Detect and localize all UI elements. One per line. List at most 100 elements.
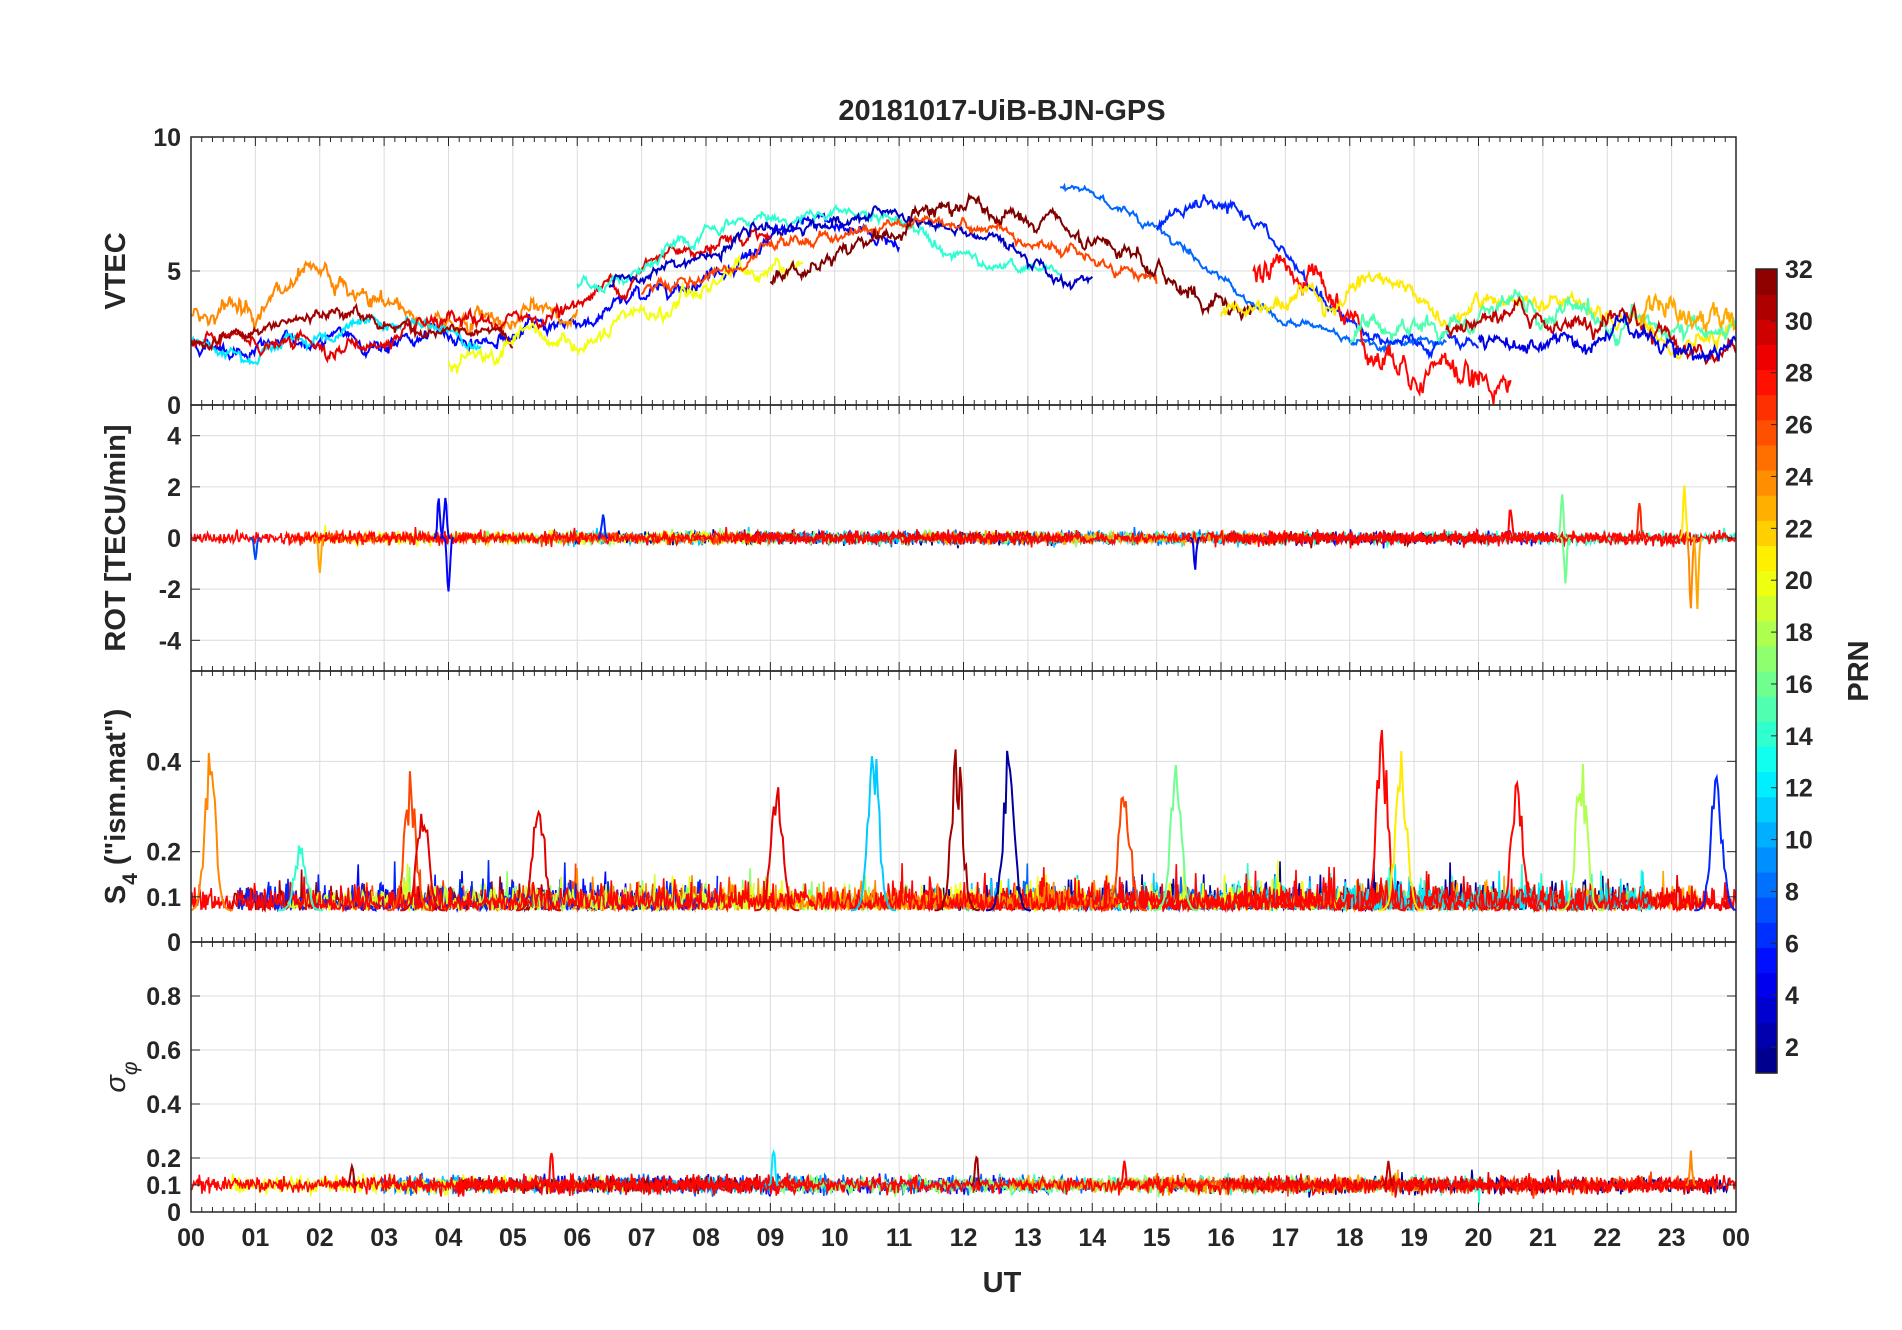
series-line-prn-4 [1477,311,1736,363]
series-line-prn-26 [284,528,800,548]
x-tick-label: 01 [241,1224,269,1252]
series-line-prn-26 [640,214,1158,296]
colorbar-tick-label: 8 [1785,878,1799,906]
colorbar-swatch [1756,997,1777,1024]
x-ticks-sigma_phi [190,942,1737,1212]
colorbar-swatch [1756,1047,1777,1074]
colorbar-swatch [1756,520,1777,546]
y-tick-label-sigma_phi: 0.6 [146,1037,181,1065]
colorbar-tick-label: 6 [1785,930,1799,958]
series-sigma_phi [191,1149,1736,1205]
colorbar-swatch [1756,897,1777,923]
colorbar-swatch [1756,972,1777,999]
event-prn-26 [387,771,433,912]
y-tick-label-sigma_phi: 0.1 [146,1172,181,1200]
colorbar-swatch [1756,746,1777,773]
y-axis-label-vtec: VTEC [100,232,132,309]
colorbar-swatch [1756,671,1777,697]
y-axis-label-s4: S4 ("ism.mat") [100,709,142,905]
colorbar-tick-label: 30 [1785,308,1813,336]
colorbar-swatch [1756,645,1777,672]
x-tick-label: 04 [435,1224,463,1252]
colorbar-swatch [1756,470,1777,496]
colorbar-tick-label: 22 [1785,515,1813,543]
series-rot [191,485,1736,610]
panel-sigma_phi: 00.10.2 0.4 0.6 0.8 σφ 00 01 02 03 04 05 06 07 08 09 10… [100,941,1750,1252]
y-tick-label-vtec: 5 [167,258,181,286]
series-line-prn-15 [1349,289,1736,348]
series-line-prn-8 [1059,182,1447,354]
colorbar-tick-label: 20 [1785,567,1813,595]
colorbar-tick-label: 28 [1785,360,1813,388]
y-tick-label-s4: 0.4 [146,748,181,776]
event-prn-28 [1494,779,1540,912]
x-tick-label: 03 [370,1224,398,1252]
x-tick-label: 10 [821,1224,849,1252]
event-prn-31 [346,1162,358,1186]
colorbar-swatch [1756,369,1777,396]
event-prn-6 [1694,773,1736,912]
event-prn-2 [986,750,1032,912]
x-axis-label: UT [983,1267,1022,1299]
colorbar-tick-label: 2 [1785,1034,1799,1062]
colorbar-tick-label: 10 [1785,827,1813,855]
series-line-prn-5 [191,211,901,364]
colorbar-tick-label: 4 [1785,982,1799,1010]
event-prn-28 [1119,1160,1130,1186]
x-tick-label: 20 [1465,1224,1493,1252]
y-tick-label-sigma_phi: 0 [167,1199,181,1227]
colorbar-swatch [1756,696,1777,722]
x-tick-label: 12 [950,1224,978,1252]
colorbar-swatch [1756,771,1777,798]
colorbar-swatch [1756,444,1777,471]
y-tick-label-rot: 4 [167,423,181,451]
x-ticks-vtec [190,137,1737,405]
x-tick-label: 08 [692,1224,720,1252]
event-prn-23 [314,537,325,574]
event-prn-5 [439,497,451,539]
colorbar-tick-label: 16 [1785,671,1813,699]
x-tick-label: 06 [563,1224,591,1252]
x-tick-label: 16 [1207,1224,1235,1252]
colorbar-tick-label: 14 [1785,723,1813,751]
event-prn-31 [934,749,980,912]
chart-title: 20181017-UiB-BJN-GPS [838,95,1165,127]
colorbar-tick-label: 32 [1785,256,1813,284]
colorbar-swatch [1756,620,1777,647]
x-tick-label: 22 [1593,1224,1621,1252]
colorbar-swatch [1756,947,1777,974]
event-prn-4 [1190,537,1201,570]
event-prn-21 [1679,485,1690,539]
colorbar-frame [1755,268,1778,1074]
y-tick-label-vtec: 10 [153,124,181,152]
series-line-prn-32 [769,192,1254,322]
series-line-prn-12 [191,314,482,366]
y-tick-label-s4: 0.1 [146,884,181,912]
y-axis-label-rot: ROT [TECU/min] [100,424,132,651]
series-line-prn-6 [1155,194,1479,361]
y-axis-label-sigma_phi: σφ [100,1061,142,1093]
colorbar-swatch [1756,872,1777,898]
event-prn-6 [597,514,609,539]
series-line-prn-28 [191,1172,1736,1197]
y-tick-label-rot: -4 [159,627,181,655]
series-line-prn-3 [608,205,1094,291]
colorbar-swatch [1756,796,1777,823]
x-tick-label: 19 [1400,1224,1428,1252]
x-tick-label: 00 [1722,1224,1750,1252]
event-prn-11 [850,756,896,912]
x-ticks-rot [190,405,1737,671]
event-prn-16 [1560,537,1571,584]
y-tick-label-rot: -2 [159,576,181,604]
event-prn-24 [191,752,233,912]
panel-vtec: 0 5 10 VTEC [100,124,1737,420]
x-tick-label: 07 [628,1224,656,1252]
colorbar-tick-label: 18 [1785,619,1813,647]
colorbar-swatch [1756,344,1777,371]
x-ticks-s4 [190,671,1737,942]
series-line-prn-30 [1445,295,1736,366]
x-tick-label: 23 [1658,1224,1686,1252]
colorbar-swatch [1756,419,1777,446]
series-s4 [191,729,1736,914]
